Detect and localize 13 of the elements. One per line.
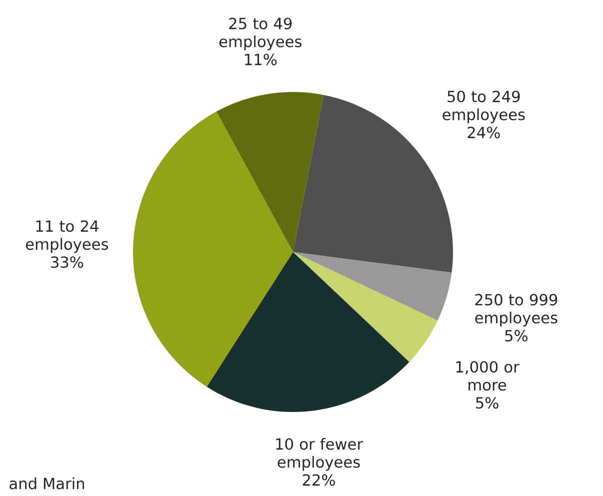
data-label: 24% bbox=[468, 126, 500, 138]
slice-label: 1,000 or more bbox=[456, 361, 520, 391]
data-label: 5% bbox=[476, 397, 498, 409]
data-label: 22% bbox=[302, 474, 335, 486]
slice-label: 11 to 24 employees bbox=[26, 220, 108, 253]
slice-label: 50 to 249 employees bbox=[442, 90, 525, 124]
data-label: 5% bbox=[505, 330, 528, 342]
text: and Marin bbox=[10, 477, 84, 490]
data-label: 33% bbox=[51, 256, 84, 268]
slice-label: 10 or fewer employees bbox=[276, 438, 364, 471]
data-label: 11% bbox=[245, 54, 277, 66]
slice-label: 25 to 49 employees bbox=[219, 18, 302, 50]
slice-label: 250 to 999 employees bbox=[475, 294, 558, 326]
